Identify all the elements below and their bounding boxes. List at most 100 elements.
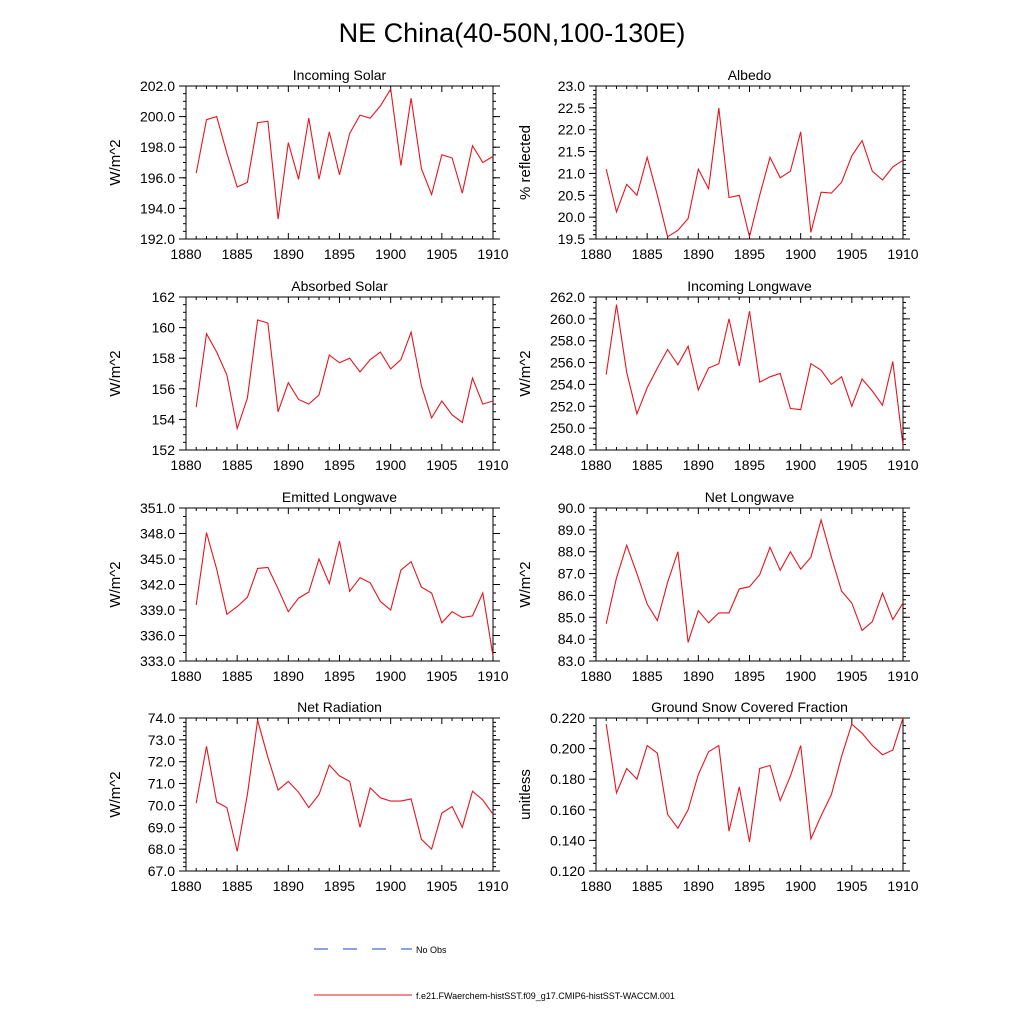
- x-tick-label: 1905: [836, 246, 867, 262]
- y-tick-label: 67.0: [148, 863, 175, 879]
- series-line: [195, 532, 494, 656]
- y-tick-label: 258.0: [550, 333, 585, 349]
- x-tick-label: 1885: [632, 878, 663, 894]
- x-tick-label: 1890: [273, 457, 304, 473]
- x-tick-label: 1885: [632, 668, 663, 684]
- x-tick-label: 1895: [324, 246, 355, 262]
- x-tick-label: 1905: [836, 878, 867, 894]
- x-tick-label: 1905: [426, 457, 457, 473]
- series-line: [605, 107, 904, 238]
- x-tick-label: 1910: [887, 457, 918, 473]
- x-tick-label: 1880: [170, 246, 201, 262]
- x-tick-label: 1905: [836, 668, 867, 684]
- y-tick-label: 0.220: [550, 710, 585, 726]
- y-axis-label: W/m^2: [107, 771, 124, 817]
- y-tick-label: 160: [152, 320, 176, 336]
- y-tick-label: 254.0: [550, 376, 585, 392]
- y-tick-label: 0.120: [550, 863, 585, 879]
- y-tick-label: 22.5: [558, 100, 585, 116]
- series-line: [195, 319, 494, 431]
- x-tick-label: 1880: [170, 878, 201, 894]
- panel-emitted-longwave: Emitted Longwave W/m^2 1880 1885 1890 1895 190…: [107, 489, 509, 684]
- y-tick-label: 89.0: [558, 522, 585, 538]
- x-tick-label: 1905: [426, 878, 457, 894]
- x-tick-label: 1895: [734, 246, 765, 262]
- panel-title: Incoming Longwave: [687, 278, 812, 294]
- x-tick-label: 1880: [580, 668, 611, 684]
- y-tick-label: 21.0: [558, 165, 585, 181]
- y-tick-label: 196.0: [140, 170, 175, 186]
- x-tick-label: 1895: [734, 457, 765, 473]
- x-tick-label: 1885: [632, 457, 663, 473]
- plot-frame: [185, 85, 494, 240]
- y-tick-label: 0.160: [550, 802, 585, 818]
- y-tick-label: 339.0: [140, 602, 175, 618]
- x-tick-label: 1910: [477, 246, 508, 262]
- panel-incoming-solar: Incoming Solar W/m^2 1880 1885 1890 1895 1900 1…: [107, 67, 509, 262]
- y-tick-label: 260.0: [550, 311, 585, 327]
- y-tick-label: 252.0: [550, 398, 585, 414]
- y-tick-label: 200.0: [140, 109, 175, 125]
- x-tick-label: 1910: [887, 668, 918, 684]
- y-tick-label: 345.0: [140, 551, 175, 567]
- y-tick-label: 87.0: [558, 566, 585, 582]
- y-axis-label: W/m^2: [107, 561, 124, 607]
- x-tick-label: 1885: [632, 246, 663, 262]
- x-tick-label: 1900: [785, 246, 816, 262]
- x-tick-label: 1885: [222, 878, 253, 894]
- y-tick-label: 202.0: [140, 78, 175, 94]
- y-axis-label: W/m^2: [107, 139, 124, 185]
- x-tick-label: 1905: [426, 668, 457, 684]
- y-tick-label: 162: [152, 289, 176, 305]
- x-tick-label: 1900: [375, 457, 406, 473]
- series-line: [195, 720, 494, 852]
- x-tick-label: 1890: [273, 878, 304, 894]
- y-tick-label: 72.0: [148, 754, 175, 770]
- y-tick-label: 85.0: [558, 609, 585, 625]
- x-tick-label: 1880: [580, 457, 611, 473]
- x-tick-label: 1900: [785, 668, 816, 684]
- x-tick-label: 1895: [324, 668, 355, 684]
- y-tick-label: 74.0: [148, 710, 175, 726]
- y-tick-label: 348.0: [140, 526, 175, 542]
- y-tick-label: 342.0: [140, 577, 175, 593]
- plot-frame: [185, 717, 494, 872]
- x-tick-label: 1880: [170, 668, 201, 684]
- y-tick-label: 194.0: [140, 200, 175, 216]
- x-tick-label: 1890: [683, 457, 714, 473]
- series-line: [605, 517, 904, 643]
- figure-title: NE China(40-50N,100-130E): [339, 18, 686, 48]
- y-tick-label: 351.0: [140, 500, 175, 516]
- x-tick-label: 1895: [324, 457, 355, 473]
- panel-net-radiation: Net Radiation W/m^2 1880 1885 1890 1895 1900 19…: [107, 699, 509, 894]
- panel-title: Net Longwave: [705, 489, 795, 505]
- panel-title: Incoming Solar: [293, 67, 387, 83]
- y-tick-label: 20.5: [558, 187, 585, 203]
- panel-ground-snow-covered-fraction: Ground Snow Covered Fraction unitless 1880…: [517, 699, 919, 894]
- y-tick-label: 19.5: [558, 231, 585, 247]
- y-tick-label: 256.0: [550, 355, 585, 371]
- y-tick-label: 262.0: [550, 289, 585, 305]
- x-tick-label: 1880: [170, 457, 201, 473]
- x-tick-label: 1900: [785, 878, 816, 894]
- y-tick-label: 88.0: [558, 544, 585, 560]
- x-tick-label: 1905: [836, 457, 867, 473]
- y-axis-label: W/m^2: [107, 350, 124, 396]
- x-tick-label: 1910: [477, 457, 508, 473]
- panel-title: Albedo: [728, 67, 772, 83]
- x-tick-label: 1900: [375, 878, 406, 894]
- plot-frame: [595, 296, 904, 451]
- y-axis-label: unitless: [517, 769, 534, 820]
- y-tick-label: 152: [152, 442, 176, 458]
- panel-net-longwave: Net Longwave W/m^2 1880 1885 1890 1895 1900 190…: [517, 489, 919, 684]
- y-tick-label: 22.0: [558, 122, 585, 138]
- plot-frame: [595, 507, 904, 662]
- plot-frame: [595, 717, 904, 872]
- y-tick-label: 0.180: [550, 771, 585, 787]
- x-tick-label: 1880: [580, 246, 611, 262]
- panel-absorbed-solar: Absorbed Solar W/m^2 1880 1885 1890 1895 1900 1…: [107, 278, 509, 473]
- y-tick-label: 154: [152, 411, 176, 427]
- x-tick-label: 1890: [273, 246, 304, 262]
- x-tick-label: 1905: [426, 246, 457, 262]
